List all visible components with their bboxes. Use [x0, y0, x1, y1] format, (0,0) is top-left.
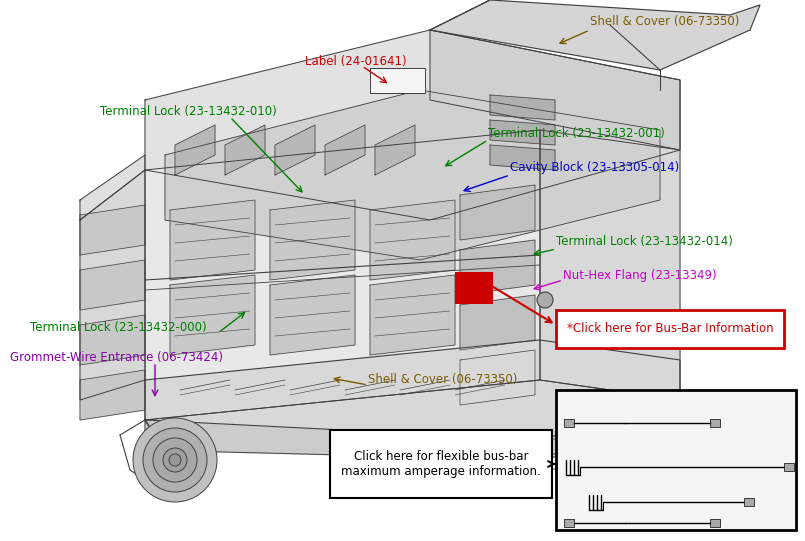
Bar: [784, 463, 794, 471]
Polygon shape: [80, 370, 145, 420]
Text: Terminal Lock (23-13432-001): Terminal Lock (23-13432-001): [488, 127, 665, 140]
Polygon shape: [370, 200, 455, 280]
Circle shape: [153, 438, 197, 482]
Polygon shape: [430, 30, 680, 150]
Polygon shape: [375, 125, 415, 175]
Polygon shape: [460, 185, 535, 240]
Polygon shape: [170, 200, 255, 280]
Polygon shape: [490, 95, 555, 120]
Text: Label (24-01641): Label (24-01641): [305, 56, 407, 69]
Polygon shape: [370, 275, 455, 355]
Bar: [564, 419, 574, 427]
Bar: [564, 519, 574, 527]
Circle shape: [537, 292, 553, 308]
Polygon shape: [165, 90, 660, 260]
Polygon shape: [80, 205, 145, 255]
Polygon shape: [145, 340, 680, 440]
Text: Shell & Cover (06-73350): Shell & Cover (06-73350): [368, 373, 518, 386]
Polygon shape: [225, 125, 265, 175]
Bar: [455, 272, 493, 304]
Polygon shape: [80, 155, 145, 220]
Text: Cavity Block (23-13305-014): Cavity Block (23-13305-014): [510, 162, 679, 175]
Polygon shape: [145, 30, 680, 220]
Polygon shape: [80, 315, 145, 365]
Polygon shape: [490, 145, 555, 170]
Polygon shape: [175, 125, 215, 175]
Polygon shape: [170, 275, 255, 355]
Polygon shape: [145, 380, 680, 460]
Polygon shape: [540, 130, 680, 400]
Bar: [710, 419, 720, 427]
Text: Terminal Lock (23-13432-010): Terminal Lock (23-13432-010): [100, 105, 277, 118]
Polygon shape: [460, 295, 535, 350]
Bar: [370, 68, 425, 93]
Text: *Click here for Bus-Bar Information: *Click here for Bus-Bar Information: [567, 322, 774, 335]
Circle shape: [133, 418, 217, 502]
Polygon shape: [145, 130, 540, 420]
Bar: [710, 519, 720, 527]
Polygon shape: [325, 125, 365, 175]
Bar: [556, 310, 784, 348]
Polygon shape: [80, 260, 145, 310]
Polygon shape: [460, 350, 535, 405]
Text: Shell & Cover (06-73350): Shell & Cover (06-73350): [590, 16, 739, 29]
Text: Terminal Lock (23-13432-014): Terminal Lock (23-13432-014): [556, 235, 733, 248]
Polygon shape: [270, 200, 355, 280]
Polygon shape: [490, 120, 555, 145]
Polygon shape: [270, 275, 355, 355]
Circle shape: [163, 448, 187, 472]
Text: Grommet-Wire Entrance (06-73424): Grommet-Wire Entrance (06-73424): [10, 352, 223, 365]
Polygon shape: [460, 240, 535, 295]
Text: Click here for flexible bus-bar
maximum amperage information.: Click here for flexible bus-bar maximum …: [341, 450, 541, 478]
Text: Terminal Lock (23-13432-000): Terminal Lock (23-13432-000): [30, 321, 207, 334]
Circle shape: [169, 454, 181, 466]
Circle shape: [143, 428, 207, 492]
Bar: [556, 390, 796, 530]
Bar: [330, 430, 552, 498]
Bar: [744, 498, 754, 506]
Polygon shape: [430, 0, 760, 70]
Polygon shape: [80, 170, 145, 400]
Polygon shape: [275, 125, 315, 175]
Text: Nut-Hex Flang (23-13349): Nut-Hex Flang (23-13349): [563, 268, 716, 281]
